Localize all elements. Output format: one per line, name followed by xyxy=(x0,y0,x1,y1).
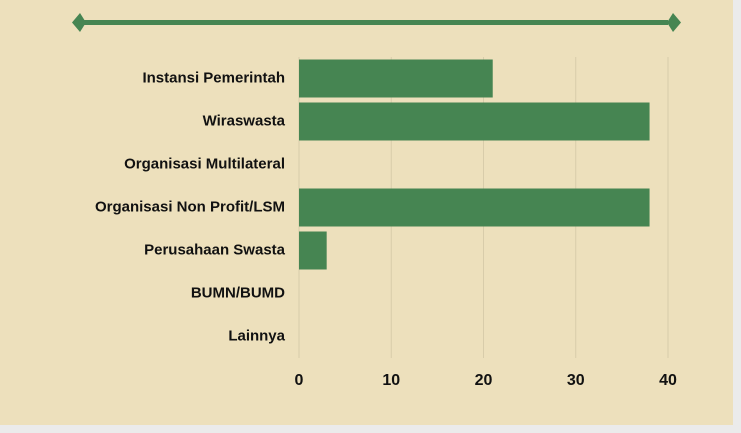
x-tick-label: 40 xyxy=(659,372,677,389)
bar xyxy=(299,231,327,270)
bar xyxy=(299,59,493,98)
y-tick-label: Organisasi Non Profit/LSM xyxy=(95,198,285,215)
x-tick-label: 20 xyxy=(475,372,493,389)
x-tick-label: 0 xyxy=(295,372,304,389)
x-tick-label: 30 xyxy=(567,372,585,389)
y-tick-label: Lainnya xyxy=(228,327,285,344)
decoration xyxy=(72,13,681,32)
y-tick-label: Instansi Pemerintah xyxy=(142,69,285,86)
x-tick-label: 10 xyxy=(382,372,400,389)
bar xyxy=(299,102,650,141)
bar xyxy=(299,188,650,227)
y-tick-label: BUMN/BUMD xyxy=(191,284,285,301)
y-tick-label: Wiraswasta xyxy=(203,112,286,129)
y-tick-label: Perusahaan Swasta xyxy=(144,241,286,258)
y-tick-label: Organisasi Multilateral xyxy=(124,155,285,172)
